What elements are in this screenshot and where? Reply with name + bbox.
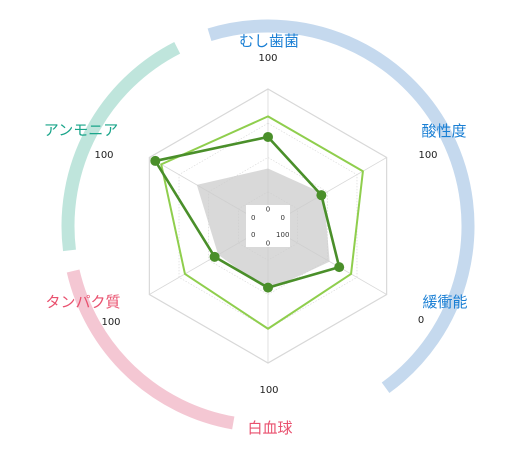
ring-arc-pink	[66, 269, 235, 430]
ring-arc-green	[61, 42, 181, 252]
tick-label-mushibakin-max: 100	[258, 53, 277, 64]
inner-tick-1: 0	[280, 214, 284, 222]
inner-tick-3: 0	[266, 240, 270, 248]
tick-label-sanseido-max: 100	[418, 150, 437, 161]
series-1-line	[160, 115, 364, 330]
series-0-point-2	[334, 262, 345, 273]
axis-label-mushibakin: むし歯菌	[239, 32, 299, 50]
tick-label-ammonia-max: 100	[94, 150, 113, 161]
inner-tick-4: 0	[251, 231, 255, 239]
axis-label-ammonia: アンモニア	[44, 121, 118, 139]
series-0-point-4	[209, 251, 220, 262]
series-0-point-0	[263, 131, 273, 142]
inner-tick-5: 0	[251, 214, 255, 222]
inner-tick-0: 0	[266, 206, 270, 214]
series-0-point-1	[316, 190, 327, 201]
axis-label-hakkekkyu: 白血球	[247, 419, 292, 437]
ring-arc-blue	[207, 19, 475, 394]
center-hole	[246, 205, 290, 247]
tick-label-hakkekkyu-max: 100	[259, 385, 278, 396]
category-ring-arcs	[61, 19, 475, 430]
inner-tick-labels: 0 0 100 0 0 0	[251, 206, 289, 248]
axis-label-sanseido: 酸性度	[421, 122, 466, 140]
series-0-point-5	[150, 155, 161, 166]
tick-label-kanshono-max: 0	[418, 315, 424, 326]
tick-label-tanpakushitsu-max: 100	[101, 317, 120, 328]
axis-label-tanpakushitsu: タンパク質	[45, 293, 120, 311]
inner-tick-2: 100	[276, 231, 289, 239]
series-0-point-3	[263, 282, 273, 293]
axis-label-kanshono: 緩衝能	[422, 293, 467, 311]
